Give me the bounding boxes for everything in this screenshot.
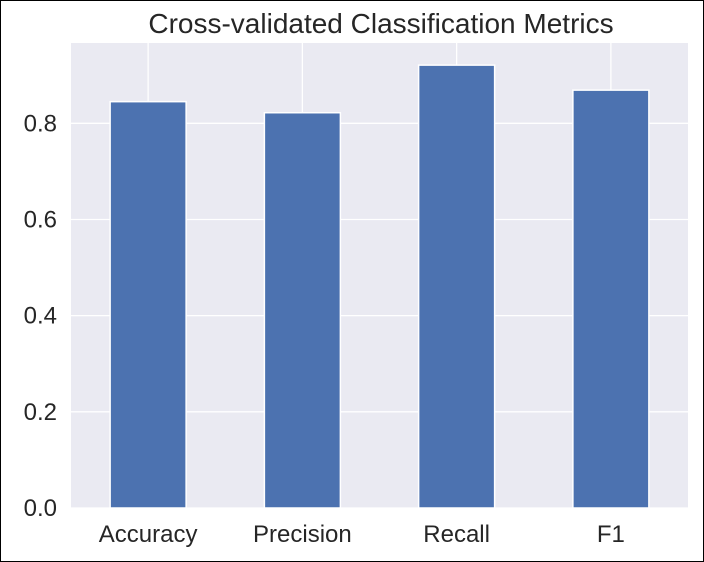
y-axis-ticks: 0.0 0.2 0.4 0.6 0.8 — [24, 110, 57, 522]
bar-f1 — [572, 89, 650, 509]
y-tick-label: 0.4 — [24, 303, 57, 330]
y-tick-label: 0.6 — [24, 206, 57, 233]
x-tick-label: Precision — [253, 521, 352, 548]
y-tick-label: 0.2 — [24, 399, 57, 426]
x-tick-label: Recall — [423, 521, 490, 548]
bar-accuracy — [109, 100, 187, 509]
y-tick-label: 0.0 — [24, 495, 57, 522]
y-tick-label: 0.8 — [24, 110, 57, 137]
bar-precision — [263, 111, 342, 509]
bars — [109, 64, 650, 509]
x-tick-label: F1 — [597, 521, 625, 548]
x-tick-label: Accuracy — [99, 521, 198, 548]
bar-recall — [417, 64, 496, 509]
x-axis-ticks: Accuracy Precision Recall F1 — [99, 521, 625, 548]
chart-title: Cross-validated Classification Metrics — [148, 8, 613, 39]
